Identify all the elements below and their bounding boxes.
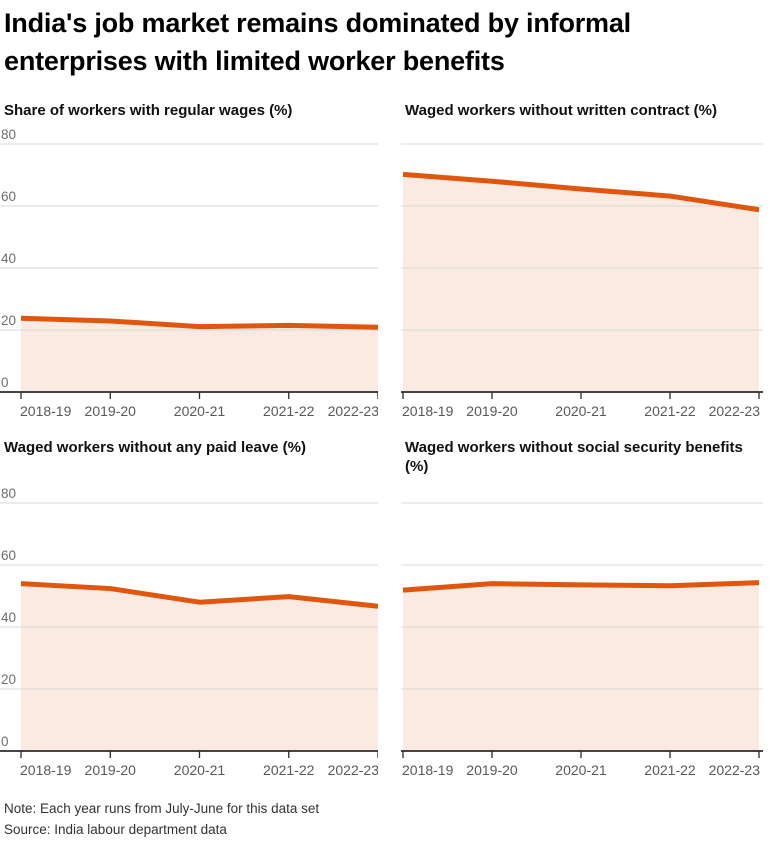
- footer-note: Note: Each year runs from July-June for …: [4, 800, 320, 816]
- chart-without-paid-leave: Waged workers without any paid leave (%)…: [0, 438, 378, 779]
- x-axis-label: 2021-22: [644, 403, 696, 419]
- x-axis-label: 2021-22: [644, 762, 696, 778]
- x-axis-labels: 2018-19 2019-20 2020-21 2021-22 2022-23: [402, 403, 760, 419]
- page-title-line-1: India's job market remains dominated by …: [4, 8, 631, 38]
- data-line: [20, 315, 378, 330]
- y-axis-label: 80: [1, 127, 16, 142]
- x-axis-label: 2018-19: [20, 762, 72, 778]
- gridlines: [401, 502, 763, 690]
- data-line: [402, 579, 760, 593]
- area-fill: [403, 173, 759, 392]
- y-axis-label: 60: [1, 189, 16, 204]
- line-chart-regular-wages: 0 20 40 60 80 2018-19 2019-20 2020-21 2021-22 202…: [0, 127, 378, 419]
- gridlines: 0 20 40 60 80: [0, 127, 378, 390]
- footer: Note: Each year runs from July-June for …: [4, 799, 769, 841]
- data-line: [402, 171, 760, 212]
- y-axis-label: 40: [1, 251, 16, 266]
- chart-without-written-contract: Waged workers without written contract (…: [401, 101, 763, 420]
- y-axis-label: 0: [1, 734, 9, 749]
- chart-title-without-paid-leave: Waged workers without any paid leave (%): [4, 438, 307, 456]
- data-line: [20, 580, 378, 609]
- x-axis-label: 2018-19: [20, 403, 72, 419]
- gridlines: 0 20 40 60 80: [0, 486, 378, 749]
- x-axis-labels: 2018-19 2019-20 2020-21 2021-22 2022-23: [20, 762, 378, 778]
- line-chart-without-social-security: 2018-19 2019-20 2020-21 2021-22 2022-23: [401, 502, 763, 778]
- x-axis-labels: 2018-19 2019-20 2020-21 2021-22 2022-23: [20, 403, 378, 419]
- chart-regular-wages: Share of workers with regular wages (%) …: [0, 101, 378, 420]
- x-axis-label: 2020-21: [555, 403, 607, 419]
- x-axis-label: 2021-22: [263, 762, 315, 778]
- x-axis-label: 2021-22: [263, 403, 315, 419]
- y-axis-label: 40: [1, 610, 16, 625]
- x-axis-labels: 2018-19 2019-20 2020-21 2021-22 2022-23: [402, 762, 760, 778]
- chart-title-without-written-contract: Waged workers without written contract (…: [405, 101, 717, 119]
- x-axis-label: 2020-21: [555, 762, 607, 778]
- y-axis-label: 20: [1, 313, 16, 328]
- x-axis-label: 2020-21: [174, 403, 226, 419]
- area-fill: [403, 582, 759, 751]
- x-axis-label: 2022-23: [709, 762, 761, 778]
- chart-without-social-security: Waged workers without social security be…: [401, 438, 763, 779]
- x-axis-label: 2019-20: [466, 762, 518, 778]
- line-chart-without-paid-leave: 0 20 40 60 80 2018-19 2019-20 2020-21 2021-22 202…: [0, 486, 378, 778]
- x-axis-label: 2018-19: [402, 762, 454, 778]
- area-fill: [21, 317, 378, 392]
- y-axis-label: 80: [1, 486, 16, 501]
- x-axis-label: 2019-20: [85, 762, 137, 778]
- x-axis-ticks: [402, 750, 760, 758]
- x-axis-label: 2022-23: [328, 403, 378, 419]
- x-axis-label: 2022-23: [709, 403, 761, 419]
- x-axis-label: 2019-20: [466, 403, 518, 419]
- page-title: India's job market remains dominated by …: [4, 5, 769, 81]
- x-axis-ticks: [20, 750, 378, 758]
- line-chart-without-written-contract: 2018-19 2019-20 2020-21 2021-22 2022-23: [401, 143, 763, 419]
- x-axis-ticks: [20, 391, 378, 399]
- charts-grid: Share of workers with regular wages (%) …: [0, 101, 769, 779]
- page-title-line-2: enterprises with limited worker benefits: [4, 45, 505, 76]
- footer-source: Source: India labour department data: [4, 821, 227, 837]
- chart-title-without-social-security: Waged workers without social security be…: [405, 438, 743, 476]
- y-axis-label: 60: [1, 548, 16, 563]
- y-axis-label: 20: [1, 672, 16, 687]
- area-fill: [21, 583, 378, 751]
- x-axis-label: 2022-23: [328, 762, 378, 778]
- gridlines: [401, 143, 763, 331]
- chart-title-regular-wages: Share of workers with regular wages (%): [4, 101, 293, 119]
- x-axis-ticks: [402, 391, 760, 399]
- y-axis-label: 0: [1, 375, 9, 390]
- x-axis-label: 2020-21: [174, 762, 226, 778]
- x-axis-label: 2018-19: [402, 403, 454, 419]
- x-axis-label: 2019-20: [85, 403, 137, 419]
